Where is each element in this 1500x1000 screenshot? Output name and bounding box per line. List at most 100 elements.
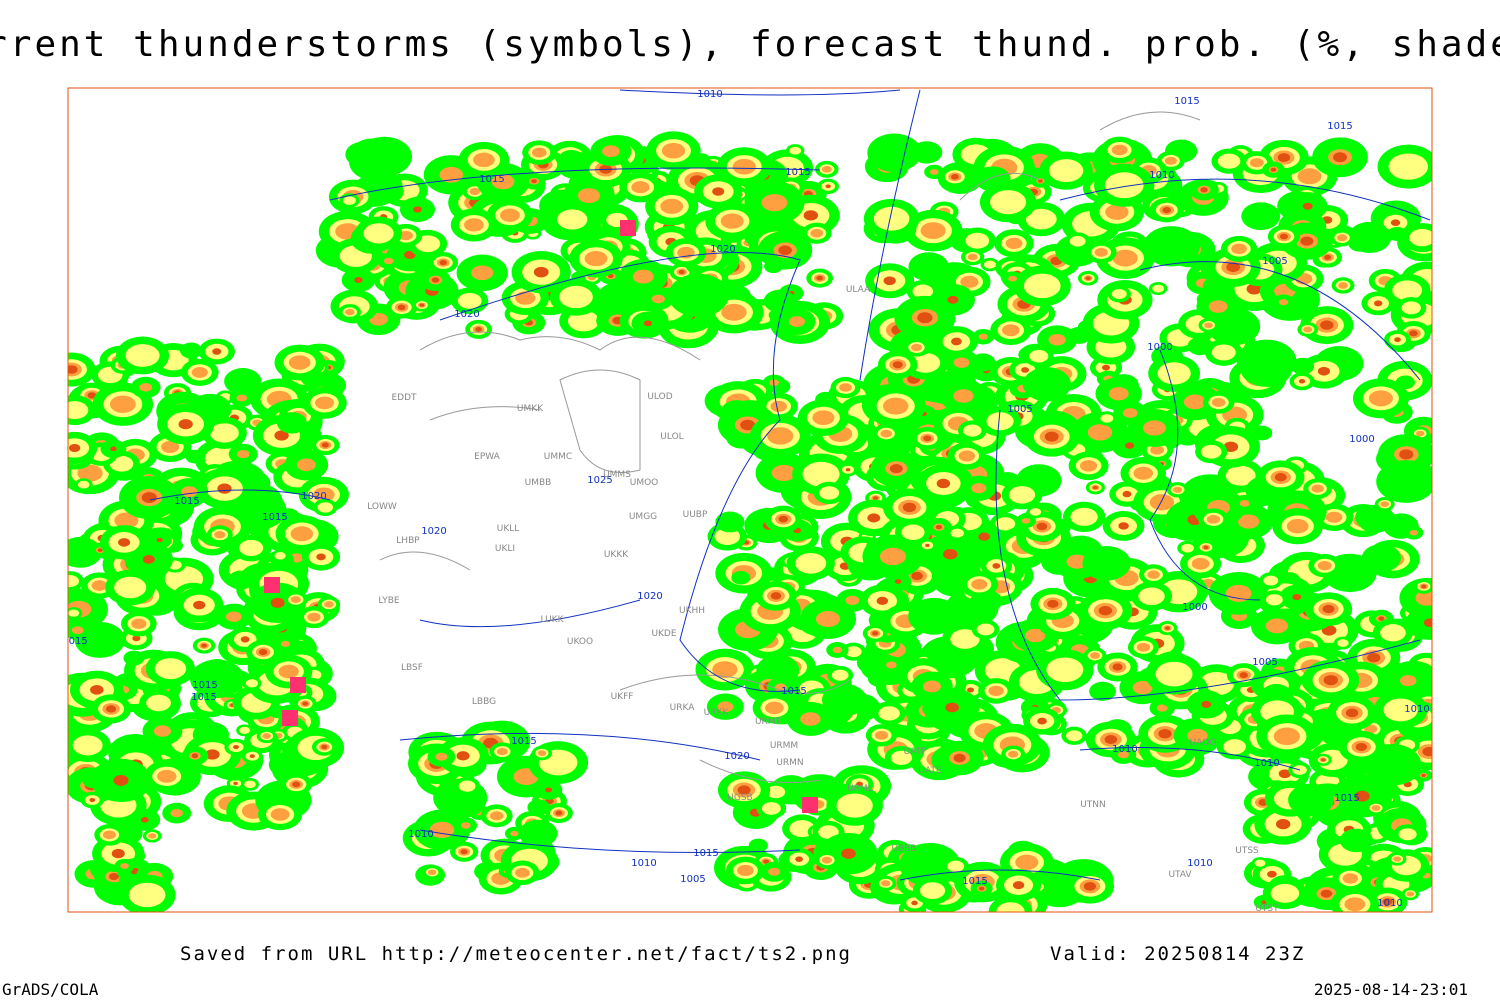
shade xyxy=(302,701,309,706)
shade xyxy=(1143,226,1200,267)
shade xyxy=(140,817,149,823)
shade xyxy=(1023,273,1061,299)
shade xyxy=(68,609,80,617)
shade xyxy=(1302,202,1313,210)
shade xyxy=(1083,882,1096,891)
shade xyxy=(1376,460,1432,503)
shade xyxy=(989,190,1027,215)
isobar-label: 1015 xyxy=(1327,121,1352,132)
shade xyxy=(740,419,756,431)
shade xyxy=(878,706,900,721)
shade xyxy=(270,808,290,821)
station-label: UKKK xyxy=(604,550,629,560)
shade xyxy=(995,517,1016,531)
shade xyxy=(515,867,530,878)
shade xyxy=(1208,300,1228,313)
shade xyxy=(953,608,978,626)
shade xyxy=(1048,333,1066,346)
isobar-label: 1015 xyxy=(191,692,216,703)
shade xyxy=(114,576,147,599)
shade xyxy=(1223,441,1239,453)
isobar-label: 1020 xyxy=(454,309,479,320)
shade xyxy=(1112,249,1138,267)
shade xyxy=(1240,349,1293,387)
shade xyxy=(185,449,205,464)
isobars xyxy=(149,89,1431,881)
shade xyxy=(1162,207,1172,214)
shade xyxy=(1399,449,1414,460)
shade xyxy=(191,753,199,759)
shade xyxy=(496,747,508,756)
shade xyxy=(899,843,961,887)
shade xyxy=(1226,262,1241,273)
shade xyxy=(1138,587,1165,606)
shade xyxy=(555,810,563,816)
shade xyxy=(125,344,160,367)
shade xyxy=(274,552,286,560)
shade xyxy=(1371,805,1381,811)
shade xyxy=(1392,280,1423,301)
station-label: ULOL xyxy=(660,432,683,442)
shade xyxy=(1231,243,1247,255)
station-label: UKLI xyxy=(495,544,515,554)
station-label: UUBP xyxy=(683,510,708,520)
shade xyxy=(1267,870,1277,878)
isobar-label: 1005 xyxy=(680,874,705,885)
isobar-label: 1005 xyxy=(1252,657,1277,668)
shade xyxy=(110,446,117,452)
shade xyxy=(1239,499,1250,507)
shade xyxy=(1029,508,1042,516)
shade xyxy=(1122,490,1132,498)
shade xyxy=(258,649,268,656)
isobar-label: 1010 xyxy=(631,858,656,869)
shade xyxy=(1409,529,1418,536)
shade xyxy=(193,600,206,610)
shade xyxy=(950,528,964,538)
shade xyxy=(778,245,792,256)
shade xyxy=(1037,717,1047,725)
shade xyxy=(559,285,593,309)
shade xyxy=(872,496,879,500)
shade xyxy=(1183,394,1206,410)
isobar-label: 1015 xyxy=(962,876,987,887)
shade xyxy=(77,464,103,482)
shade xyxy=(902,502,917,513)
shade xyxy=(227,570,255,590)
shade xyxy=(1320,320,1334,330)
shade xyxy=(874,730,889,740)
isobar-label: 1005 xyxy=(1007,404,1032,415)
shade xyxy=(527,799,550,816)
shade xyxy=(831,669,849,681)
isobar-label: 1015 xyxy=(479,174,504,185)
shade xyxy=(236,394,248,402)
shade xyxy=(789,146,802,155)
shade xyxy=(435,752,448,761)
shade xyxy=(201,643,207,648)
shade xyxy=(978,532,990,541)
shade xyxy=(770,400,787,412)
shade xyxy=(288,355,311,370)
shade xyxy=(1355,504,1391,530)
shade xyxy=(1111,144,1128,156)
coastlines xyxy=(379,111,1201,783)
shade xyxy=(1317,366,1331,376)
shade xyxy=(1069,235,1086,247)
shade xyxy=(1246,283,1262,295)
shade xyxy=(89,797,96,803)
shade xyxy=(397,304,406,311)
shade xyxy=(270,597,285,608)
shade xyxy=(1094,247,1108,257)
title: Current thunderstorms (symbols), forecas… xyxy=(0,24,1500,65)
isobar-label: 1015 xyxy=(174,496,199,507)
shade xyxy=(1136,642,1151,652)
shade xyxy=(128,882,166,908)
shade xyxy=(91,580,108,591)
shade xyxy=(737,864,754,876)
shade xyxy=(943,549,958,560)
shade xyxy=(439,259,447,266)
isobar-label: 1010 xyxy=(697,89,722,100)
station-label: UMKK xyxy=(517,404,544,414)
shade xyxy=(978,333,988,340)
shade xyxy=(244,780,256,789)
